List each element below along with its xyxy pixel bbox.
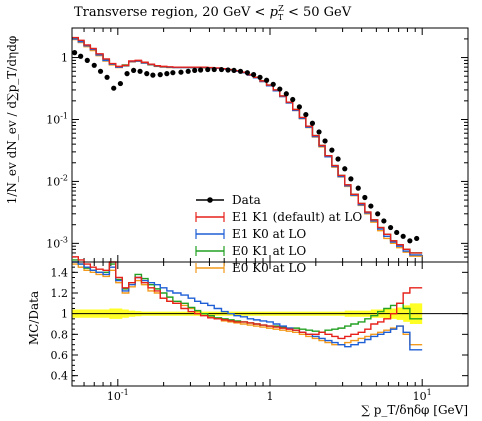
data-point: [264, 77, 270, 83]
data-point: [205, 66, 211, 73]
y-tick-label-main: 1: [61, 52, 68, 65]
data-point: [387, 224, 394, 231]
data-point: [144, 71, 150, 77]
y-tick-label-main: 10-3: [46, 235, 68, 250]
data-point: [414, 235, 420, 242]
data-point: [362, 194, 368, 201]
data-point: [394, 229, 400, 236]
chart-title: Transverse region, 20 GeV < pTZ < 50 GeV: [74, 4, 352, 22]
x-tick-label: 101: [413, 388, 432, 403]
data-point: [407, 238, 413, 244]
data-point: [211, 66, 217, 73]
legend-marker-data: [207, 197, 213, 203]
data-point: [185, 68, 191, 74]
x-tick-label: 10-1: [107, 388, 129, 403]
ratio-panel: 10-1 1 101 0.4 0.6 0.8 1 1.2 1.4: [51, 256, 469, 403]
data-point: [131, 67, 137, 74]
legend-label: E1 K1 (default) at LO: [232, 210, 362, 224]
data-point: [78, 53, 84, 59]
legend-label: E0 K1 at LO: [232, 244, 306, 258]
data-point: [303, 111, 309, 118]
data-point: [381, 218, 387, 224]
data-point: [231, 67, 237, 74]
data-point: [348, 176, 354, 182]
ratio-frame-top: [71, 261, 469, 387]
legend-label: E0 K0 at LO: [232, 261, 306, 275]
data-point: [111, 85, 117, 91]
y-tick-label-ratio: 1.4: [51, 266, 69, 279]
data-point: [218, 66, 225, 73]
data-point: [178, 69, 184, 75]
data-point: [277, 86, 283, 92]
data-point: [170, 70, 176, 76]
ratio-line-e0-k0-at-lo: [72, 263, 423, 346]
data-point: [355, 185, 361, 191]
data-point: [244, 70, 250, 76]
data-point: [91, 62, 97, 68]
data-point: [329, 147, 335, 153]
y-tick-label-main: 10-2: [46, 173, 68, 188]
data-point: [342, 166, 348, 172]
y-tick-label-ratio: 0.4: [51, 370, 69, 383]
data-point: [335, 156, 341, 162]
legend: Data E1 K1 (default) at LO E1 K0 at LO E0 K…: [195, 193, 362, 275]
data-point: [368, 203, 374, 209]
main-panel: 10-3 10-2 10-1 1: [46, 27, 469, 263]
data-point: [157, 72, 163, 78]
legend-label: E1 K0 at LO: [232, 227, 306, 241]
data-point: [296, 104, 302, 110]
ratio-line-e1-k1-default-at-lo: [72, 256, 423, 340]
data-point: [97, 68, 104, 74]
data-point: [283, 91, 289, 97]
x-axis-label: ∑ p_T/δηδφ [GeV]: [361, 403, 468, 417]
data-point: [117, 80, 124, 87]
data-point: [71, 50, 78, 56]
data-point: [316, 129, 322, 135]
data-point: [270, 81, 276, 87]
data-point: [104, 74, 110, 80]
ratio-frame: [71, 261, 469, 387]
data-point: [400, 233, 406, 239]
y-tick-label-ratio: 0.8: [51, 328, 69, 341]
legend-label: Data: [232, 193, 261, 207]
data-point: [309, 120, 316, 126]
data-point: [237, 68, 244, 74]
x-tick-label: 1: [267, 390, 274, 403]
data-point: [137, 68, 143, 74]
y-tick-label-ratio: 1.2: [51, 287, 69, 300]
data-point: [250, 72, 257, 78]
y-axis-label-main: 1/N_ev dN_ev / d∑p_T/dηdφ: [5, 36, 19, 205]
data-point: [192, 67, 198, 74]
y-tick-label-main: 10-1: [46, 111, 68, 126]
y-tick-label-ratio: 0.6: [51, 349, 69, 362]
data-point: [225, 67, 231, 73]
y-tick-label-ratio: 1: [61, 308, 68, 321]
data-point: [322, 138, 328, 144]
data-point: [290, 96, 296, 103]
y-axis-label-ratio: MC/Data: [27, 291, 41, 345]
data-point: [198, 67, 204, 73]
data-point: [164, 71, 170, 77]
data-point: [124, 71, 130, 77]
data-point: [257, 74, 263, 80]
data-point: [150, 72, 156, 78]
data-point: [375, 211, 381, 217]
data-point: [84, 57, 90, 63]
